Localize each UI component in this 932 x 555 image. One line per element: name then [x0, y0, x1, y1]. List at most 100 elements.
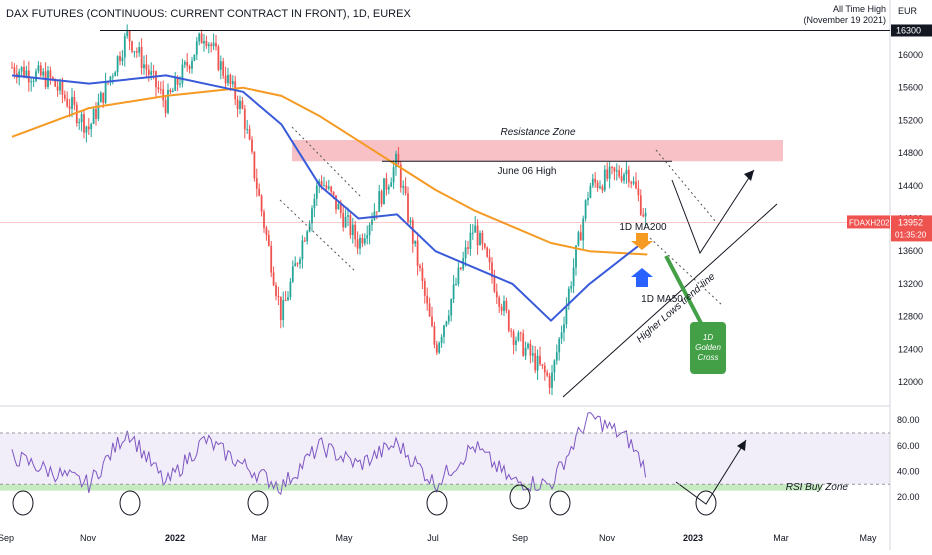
candle-body [111, 76, 114, 78]
candle-body [299, 259, 301, 264]
candle-body [476, 225, 479, 246]
countdown-label: 01:35:20 [895, 230, 927, 239]
candle-body [428, 303, 431, 317]
candle-body [519, 332, 522, 334]
candle-body [176, 77, 179, 85]
candle-body [73, 96, 76, 105]
candle-body [560, 332, 563, 339]
time-tick-label: 2023 [683, 533, 703, 543]
candle-body [231, 81, 234, 85]
candle-body [311, 208, 313, 224]
candle-body [584, 200, 587, 219]
candle-body [325, 185, 328, 189]
candle-body [488, 256, 491, 263]
candle-body [390, 182, 393, 187]
ma200-line [11, 86, 648, 256]
candle-body [539, 355, 541, 365]
golden-cross-label: Golden [695, 343, 721, 352]
candle-body [512, 331, 515, 345]
candle-body [87, 126, 90, 130]
candle-body [397, 153, 400, 165]
candle-body [447, 315, 450, 322]
candle-body [527, 343, 529, 348]
candle-body [416, 240, 419, 266]
candle-body [529, 343, 532, 356]
rsi-projection-arrowhead [737, 440, 746, 451]
candle-body [174, 77, 177, 91]
candle-body [363, 238, 366, 244]
candle-body [183, 61, 186, 65]
candle-body [169, 89, 172, 93]
candle-body [275, 285, 277, 297]
drawings-layer [12, 29, 890, 516]
rsi-buy-circle [12, 490, 34, 516]
candle-body [217, 46, 220, 70]
rsi-line [11, 412, 647, 496]
price-tick-label: 12000 [898, 377, 923, 387]
candle-body [255, 178, 258, 189]
candle-body [287, 297, 289, 301]
candle-body [224, 75, 227, 84]
candle-body [563, 324, 565, 333]
candle-body [66, 98, 69, 107]
candle-body [140, 47, 143, 69]
candle-body [227, 74, 229, 84]
candle-body [303, 240, 306, 242]
candle-body [471, 232, 474, 234]
candle-body [392, 167, 395, 183]
candle-body [164, 100, 167, 113]
candle-body [212, 42, 215, 47]
candle-body [351, 224, 354, 236]
rsi-tick-label: 20.00 [897, 492, 920, 502]
last-price-label: 13952 [898, 217, 923, 227]
candle-body [596, 182, 599, 189]
candle-body [455, 283, 457, 285]
candle-body [457, 267, 460, 284]
candle-body [25, 70, 28, 77]
candle-body [599, 186, 601, 189]
candle-body [515, 340, 517, 345]
candle-body [627, 169, 630, 183]
candle-body [459, 267, 462, 270]
price-tick-label: 15200 [898, 115, 923, 125]
candle-body [71, 96, 73, 109]
candle-body [241, 100, 244, 109]
candle-body [469, 232, 472, 249]
candle-body [181, 64, 184, 84]
candle-body [380, 191, 383, 205]
ma50-label: 1D MA50 [641, 294, 683, 305]
candle-body [601, 186, 604, 191]
rsi-buy-circle [119, 490, 141, 516]
candle-body [188, 66, 191, 69]
candle-body [222, 61, 225, 76]
candle-body [133, 51, 136, 53]
candle-body [123, 36, 126, 58]
candle-body [116, 56, 119, 73]
candle-body [20, 66, 23, 72]
candle-body [13, 67, 16, 74]
candle-body [284, 299, 287, 301]
candle-body [83, 114, 85, 133]
candle-body [570, 286, 573, 289]
price-tick-label: 14400 [898, 181, 923, 191]
candle-body [282, 299, 285, 320]
candle-body [567, 288, 570, 306]
candle-body [97, 102, 100, 119]
rsi-buy-circle [426, 490, 448, 516]
rsi-tick-label: 60.00 [897, 441, 920, 451]
candle-body [642, 214, 645, 217]
candle-body [162, 89, 165, 101]
candle-body [591, 178, 594, 186]
candle-body [589, 185, 592, 198]
candle-body [558, 338, 561, 353]
time-tick-label: Mar [773, 533, 789, 543]
candle-body [138, 47, 141, 53]
candle-body [78, 122, 81, 124]
candle-body [404, 186, 407, 194]
candle-body [639, 195, 642, 215]
candle-body [236, 99, 239, 109]
chart-title: DAX FUTURES (CONTINUOUS: CURRENT CONTRAC… [6, 8, 411, 20]
candle-body [481, 232, 484, 244]
